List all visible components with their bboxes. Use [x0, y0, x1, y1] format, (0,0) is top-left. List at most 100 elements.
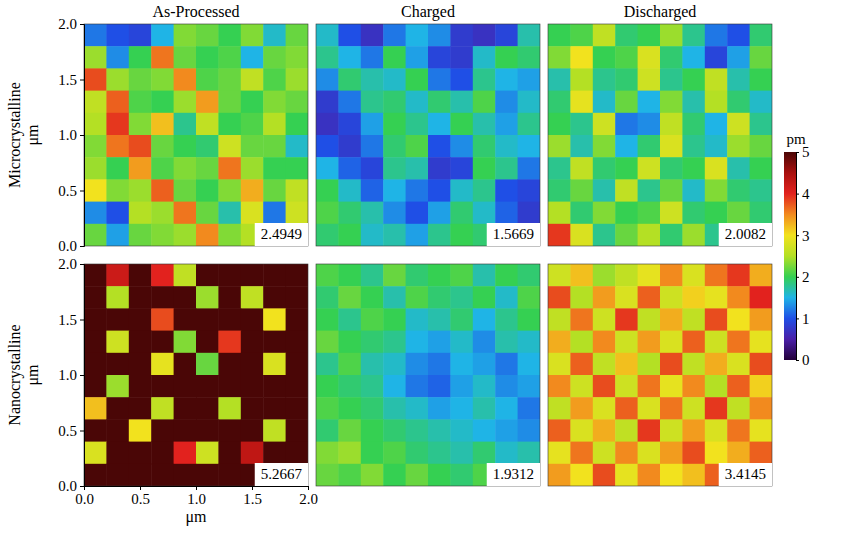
annotation-text: 2.0082	[725, 226, 766, 242]
cell	[129, 286, 152, 309]
tick-mark	[308, 486, 309, 490]
cell	[495, 442, 518, 465]
cell	[495, 419, 518, 442]
cell	[406, 91, 429, 114]
annotation-box	[255, 463, 308, 486]
cell	[361, 46, 384, 69]
cell	[151, 202, 174, 225]
cell	[84, 353, 107, 376]
cell	[660, 91, 683, 114]
tick-mark	[796, 277, 799, 278]
cell	[473, 286, 496, 309]
cell	[218, 91, 241, 114]
cell	[129, 264, 152, 287]
cell	[286, 353, 308, 376]
tick-mark	[80, 80, 84, 81]
cell	[84, 24, 107, 47]
cell	[450, 264, 473, 287]
cell	[615, 442, 638, 465]
cell	[638, 375, 661, 398]
cell	[727, 157, 750, 180]
cell	[196, 46, 219, 69]
cell	[338, 46, 361, 69]
tick: 1.5	[58, 72, 84, 88]
cell	[750, 397, 772, 420]
cell	[383, 24, 406, 47]
cell	[660, 224, 683, 246]
cell	[151, 264, 174, 287]
cell	[263, 46, 286, 69]
cell	[495, 91, 518, 114]
cell	[316, 202, 339, 225]
annotation-box	[255, 223, 308, 246]
cell	[660, 442, 683, 465]
cell	[174, 202, 197, 225]
cell	[174, 24, 197, 47]
cell	[406, 353, 429, 376]
cell	[615, 224, 638, 246]
undefined-axis: 0.00.51.01.52.0	[58, 256, 84, 494]
cell	[473, 331, 496, 354]
tick: 0.5	[58, 423, 84, 439]
cell	[660, 464, 683, 486]
cell	[727, 113, 750, 136]
cell	[196, 224, 219, 246]
cell	[570, 286, 593, 309]
cell	[263, 442, 286, 465]
cell	[361, 24, 384, 47]
cell	[263, 308, 286, 331]
cell	[338, 464, 361, 486]
tick-label: 2.0	[299, 491, 318, 507]
cell	[570, 308, 593, 331]
tick-label: 0.5	[131, 491, 150, 507]
cell	[473, 353, 496, 376]
cell	[548, 202, 571, 225]
panel: 1.5669	[316, 24, 541, 247]
cell	[518, 91, 540, 114]
cell	[241, 442, 264, 465]
annotation: 2.4949	[255, 223, 308, 246]
tick-mark	[196, 486, 197, 490]
cell	[615, 113, 638, 136]
cell	[428, 464, 451, 486]
tick: 1.0	[58, 127, 84, 143]
tick-label: 0.5	[58, 423, 77, 439]
annotation-box	[487, 463, 540, 486]
cell	[638, 202, 661, 225]
cell	[428, 24, 451, 47]
cell	[84, 331, 107, 354]
annotation: 1.9312	[487, 463, 540, 486]
cell	[196, 135, 219, 158]
cell	[705, 331, 728, 354]
cell	[383, 397, 406, 420]
cell	[593, 202, 616, 225]
cell	[196, 179, 219, 202]
cell	[383, 157, 406, 180]
cell	[518, 24, 540, 47]
cell	[129, 224, 152, 246]
cell	[218, 331, 241, 354]
cell	[361, 179, 384, 202]
cell	[660, 179, 683, 202]
cell	[316, 308, 339, 331]
cell	[570, 331, 593, 354]
cell	[196, 397, 219, 420]
cell	[548, 464, 571, 486]
cell	[615, 419, 638, 442]
cell	[495, 113, 518, 136]
cell	[316, 157, 339, 180]
cell	[151, 353, 174, 376]
cell	[286, 442, 308, 465]
tick: 0	[796, 352, 810, 368]
cell	[548, 91, 571, 114]
cell	[151, 46, 174, 69]
cell	[316, 397, 339, 420]
cell	[316, 135, 339, 158]
cell	[682, 419, 705, 442]
cell	[241, 331, 264, 354]
cell	[218, 442, 241, 465]
cell	[570, 442, 593, 465]
cell	[593, 135, 616, 158]
cell	[750, 157, 772, 180]
cell	[518, 179, 540, 202]
